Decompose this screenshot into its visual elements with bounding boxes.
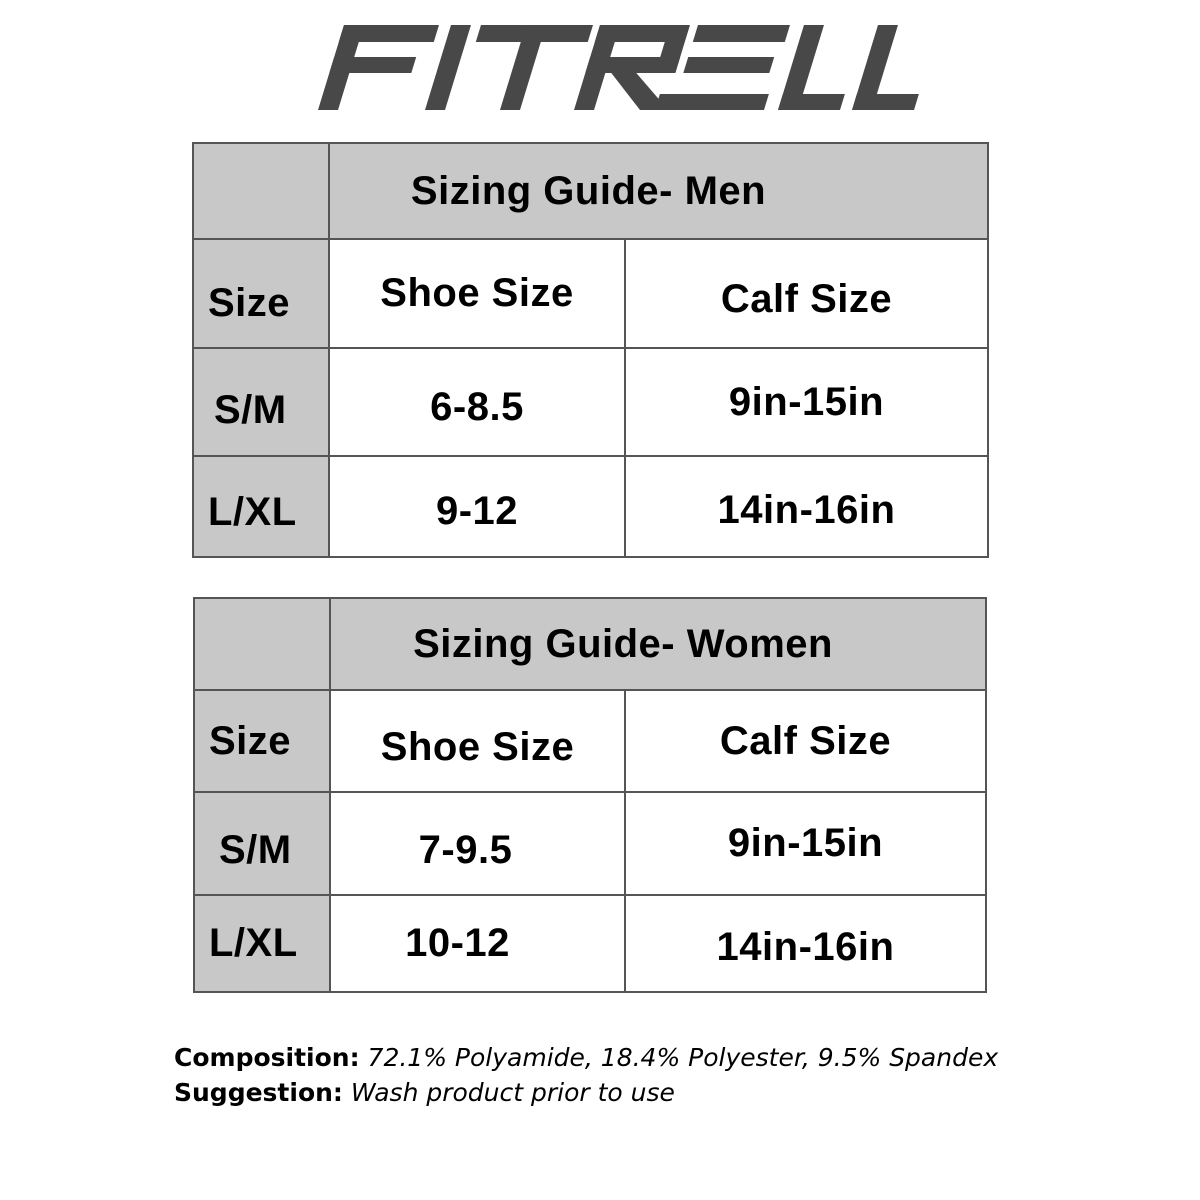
row-shoe-size: 7-9.5	[331, 793, 626, 896]
sizing-table-women: Sizing Guide- Women Size Shoe Size Calf …	[193, 597, 987, 993]
row-shoe-size: 9-12	[330, 457, 626, 556]
suggestion-line: Suggestion: Wash product prior to use	[174, 1075, 998, 1110]
row-size: S/M	[195, 793, 331, 896]
corner-cell	[194, 144, 330, 240]
row-shoe-size: 10-12	[331, 896, 626, 991]
composition-label: Composition:	[174, 1043, 360, 1072]
sizing-table-men: Sizing Guide- Men Size Shoe Size Calf Si…	[192, 142, 989, 558]
row-calf-size: 9in-15in	[626, 349, 987, 457]
composition-line: Composition: 72.1% Polyamide, 18.4% Poly…	[174, 1040, 998, 1075]
header-shoe-size: Shoe Size	[330, 240, 626, 349]
composition-value: 72.1% Polyamide, 18.4% Polyester, 9.5% S…	[367, 1043, 999, 1072]
row-calf-size: 14in-16in	[716, 925, 895, 969]
row-size: S/M	[194, 349, 330, 457]
header-size: Size	[195, 691, 331, 793]
fitrell-logo	[317, 25, 919, 110]
suggestion-label: Suggestion:	[174, 1078, 343, 1107]
suggestion-value: Wash product prior to use	[350, 1078, 675, 1107]
row-calf-size: 9in-15in	[626, 793, 985, 896]
header-calf-size: Calf Size	[626, 691, 985, 793]
row-size: L/XL	[194, 457, 330, 556]
table-title: Sizing Guide- Women	[331, 599, 985, 691]
row-size: L/XL	[195, 896, 331, 991]
product-notes: Composition: 72.1% Polyamide, 18.4% Poly…	[174, 1040, 998, 1110]
row-calf-size: 14in-16in	[717, 488, 896, 532]
header-size: Size	[194, 240, 330, 349]
header-calf-size: Calf Size	[626, 240, 987, 349]
table-title: Sizing Guide- Men	[330, 144, 987, 240]
row-shoe-size: 6-8.5	[330, 349, 626, 457]
header-shoe-size: Shoe Size	[331, 691, 626, 793]
corner-cell	[195, 599, 331, 691]
